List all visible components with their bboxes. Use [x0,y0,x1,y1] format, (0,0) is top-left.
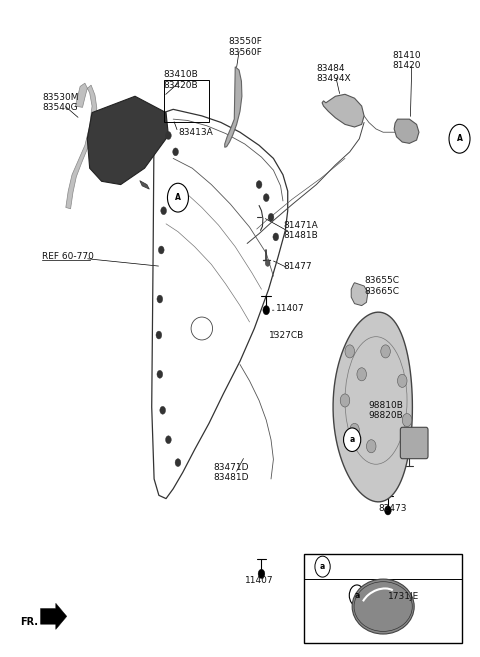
Circle shape [273,233,279,241]
Circle shape [168,183,189,212]
Bar [164,80,209,122]
Text: 82473: 82473 [378,504,407,513]
Ellipse shape [352,579,414,634]
Text: 11407: 11407 [276,304,304,313]
Text: FR.: FR. [21,616,38,627]
Circle shape [166,131,171,139]
Circle shape [160,406,166,414]
Polygon shape [140,181,149,189]
Text: a: a [349,435,355,444]
Circle shape [268,214,274,221]
Circle shape [345,345,355,358]
Circle shape [263,306,270,315]
Text: 83550F
83560F: 83550F 83560F [228,37,262,57]
Text: 81471A
81481B: 81471A 81481B [283,221,318,240]
Circle shape [397,374,407,388]
Text: 83471D
83481D: 83471D 83481D [214,463,249,482]
Circle shape [384,506,391,515]
Circle shape [161,207,167,215]
Polygon shape [322,95,364,127]
Polygon shape [333,312,412,502]
Text: 1327CB: 1327CB [269,330,304,340]
Circle shape [265,260,270,266]
Text: 81477: 81477 [283,262,312,271]
Text: REF 60-770: REF 60-770 [42,252,94,261]
Text: 83413A: 83413A [178,127,213,137]
Circle shape [402,413,412,426]
Circle shape [173,148,179,156]
FancyBboxPatch shape [400,427,428,459]
Circle shape [315,556,330,577]
Circle shape [350,423,360,436]
Text: A: A [175,193,181,202]
Circle shape [340,394,350,407]
Text: A: A [456,134,462,143]
Circle shape [357,368,366,381]
Circle shape [158,246,164,254]
Circle shape [258,569,265,578]
Circle shape [157,371,163,378]
Circle shape [156,331,162,339]
Text: 81410
81420: 81410 81420 [393,51,421,70]
Text: 83655C
83665C: 83655C 83665C [364,277,399,296]
Text: 83410B
83420B: 83410B 83420B [164,70,198,89]
Text: 83484
83494X: 83484 83494X [316,64,351,83]
Circle shape [381,345,390,358]
Bar [304,555,462,643]
Circle shape [166,436,171,443]
Polygon shape [225,67,242,147]
Polygon shape [66,83,97,209]
Polygon shape [351,283,368,306]
Circle shape [264,194,269,202]
Text: 83530M
83540G: 83530M 83540G [42,93,78,112]
Circle shape [175,459,181,466]
Text: a: a [320,562,325,571]
Polygon shape [87,97,168,185]
Circle shape [256,181,262,189]
Circle shape [157,295,163,303]
Circle shape [366,440,376,453]
Polygon shape [40,603,67,629]
Circle shape [449,124,470,153]
Text: 1731JE: 1731JE [388,592,419,601]
Text: 11407: 11407 [245,576,274,585]
Text: a: a [354,591,360,600]
Circle shape [344,428,361,451]
Text: 98810B
98820B: 98810B 98820B [369,401,404,420]
Polygon shape [394,119,419,143]
Circle shape [349,585,364,606]
